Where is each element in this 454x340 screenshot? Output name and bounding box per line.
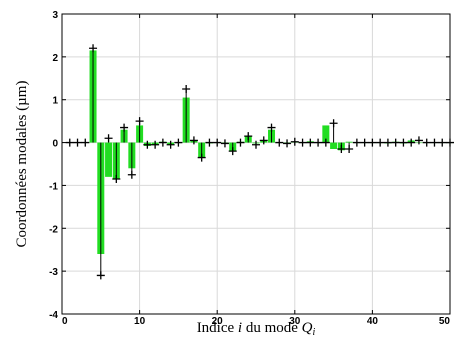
- x-axis-title-middle: du mode: [242, 320, 302, 336]
- marker-plus: [430, 138, 439, 147]
- marker-plus: [360, 138, 369, 147]
- marker-plus: [391, 138, 400, 147]
- marker-plus: [151, 140, 160, 149]
- marker-plus: [127, 170, 136, 179]
- plot-background: [62, 14, 450, 314]
- marker-plus: [283, 139, 292, 148]
- marker-plus: [414, 136, 423, 145]
- marker-plus: [89, 44, 98, 53]
- marker-plus: [244, 132, 253, 141]
- x-tick-label: 10: [134, 316, 146, 327]
- y-axis-title: Coordonnées modales (µm): [14, 81, 30, 248]
- y-tick-label: -3: [49, 267, 58, 278]
- marker-plus: [158, 138, 167, 147]
- x-tick-label: 20: [212, 316, 224, 327]
- marker-plus: [166, 140, 175, 149]
- y-tick-label: 1: [52, 96, 58, 107]
- marker-plus: [399, 138, 408, 147]
- marker-plus: [96, 271, 105, 280]
- marker-plus: [205, 138, 214, 147]
- marker-plus: [65, 138, 74, 147]
- marker-plus: [306, 138, 315, 147]
- marker-plus: [236, 138, 245, 147]
- x-tick-label: 50: [439, 316, 451, 327]
- marker-plus: [407, 138, 416, 147]
- marker-plus: [298, 138, 307, 147]
- marker-plus: [213, 138, 222, 147]
- marker-plus: [182, 85, 191, 93]
- marker-plus: [368, 138, 377, 147]
- marker-plus: [337, 145, 346, 153]
- x-axis-title-var-q: Q: [302, 320, 313, 336]
- bar: [105, 142, 113, 177]
- x-axis-title-var-i: i: [238, 320, 242, 336]
- marker-plus: [422, 138, 431, 147]
- marker-plus: [383, 138, 392, 147]
- marker-plus: [143, 140, 152, 149]
- bar: [330, 142, 338, 149]
- plot-frame: [61, 13, 451, 315]
- bar: [345, 141, 353, 143]
- marker-plus: [112, 175, 121, 183]
- x-tick-label: 30: [289, 316, 301, 327]
- marker-plus: [228, 147, 237, 156]
- x-tick-label: 0: [62, 316, 68, 327]
- y-tick-label: 0: [52, 139, 58, 150]
- marker-plus: [321, 138, 330, 147]
- marker-plus: [174, 138, 183, 147]
- marker-plus: [135, 117, 144, 126]
- x-axis-title: Indice i du mode Qi: [197, 320, 316, 338]
- marker-plus: [376, 138, 385, 147]
- y-tick-label: 3: [52, 10, 58, 21]
- marker-plus: [329, 119, 338, 128]
- y-tick-label: -1: [49, 181, 58, 192]
- x-axis-title-subscript: i: [313, 327, 316, 338]
- marker-plus: [290, 137, 299, 146]
- marker-plus: [438, 138, 447, 147]
- marker-plus: [73, 138, 82, 147]
- bar: [322, 125, 330, 143]
- y-tick-label: 2: [52, 53, 58, 64]
- y-tick-label: -2: [49, 224, 58, 235]
- marker-plus: [259, 136, 268, 145]
- marker-plus: [314, 138, 323, 147]
- marker-plus: [352, 138, 361, 147]
- marker-plus: [345, 145, 354, 153]
- marker-plus: [120, 123, 129, 132]
- marker-series: [65, 44, 454, 280]
- marker-plus: [189, 136, 198, 145]
- marker-plus: [252, 140, 260, 149]
- marker-plus: [275, 138, 284, 147]
- x-tick-label: 40: [367, 316, 379, 327]
- marker-plus: [267, 123, 276, 132]
- marker-plus: [220, 139, 229, 148]
- marker-plus: [197, 153, 206, 162]
- marker-plus: [104, 134, 113, 143]
- x-axis-title-prefix: Indice: [197, 320, 238, 336]
- marker-plus: [81, 138, 90, 147]
- grid: [62, 14, 450, 314]
- y-tick-label: -4: [49, 310, 58, 321]
